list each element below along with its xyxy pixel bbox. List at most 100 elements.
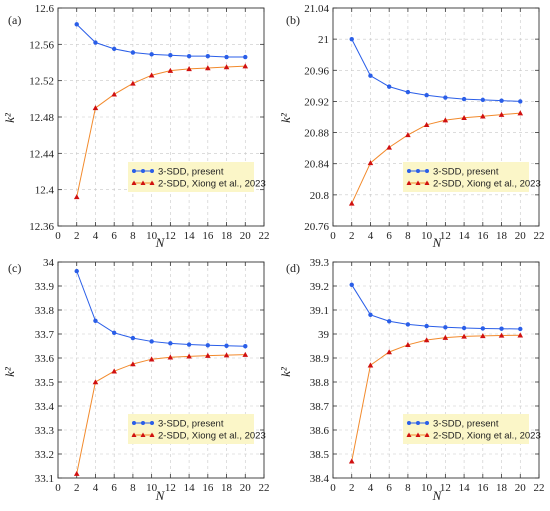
series-line-present <box>76 23 246 58</box>
series-line-xiong <box>76 65 246 198</box>
data-point-xiong <box>111 368 117 374</box>
data-point-present <box>224 54 229 60</box>
data-point-present <box>74 22 79 27</box>
x-tick-label: 22 <box>259 230 270 242</box>
legend-marker <box>132 421 136 425</box>
data-point-present <box>243 54 248 60</box>
series-line-present <box>351 284 521 330</box>
y-tick-label: 12.56 <box>29 39 54 51</box>
x-tick-label: 8 <box>130 230 136 242</box>
data-point-xiong <box>423 121 430 128</box>
plot-frame <box>332 7 540 227</box>
y-tick-label: 33.6 <box>35 353 55 365</box>
data-point-xiong <box>186 353 192 359</box>
legend-box <box>403 414 529 444</box>
x-tick-label: 18 <box>496 230 508 242</box>
data-point-present <box>499 326 504 331</box>
data-point-present <box>74 268 79 274</box>
data-point-xiong <box>205 352 211 358</box>
x-tick-label: 4 <box>93 230 99 242</box>
data-point-present <box>518 99 523 104</box>
y-tick-label: 20.76 <box>304 221 329 233</box>
x-tick-label: 22 <box>534 230 545 242</box>
panel-label: (a) <box>8 13 21 27</box>
x-tick-label: 10 <box>146 482 158 494</box>
series-line-xiong <box>351 112 521 204</box>
data-point-present <box>386 319 392 324</box>
legend-marker <box>131 432 137 437</box>
y-axis-label: k² <box>278 112 293 123</box>
y-tick-label: 34 <box>43 257 55 269</box>
y-tick-label: 20.92 <box>304 96 329 108</box>
data-point-xiong <box>423 337 430 343</box>
x-tick-label: 2 <box>74 482 80 494</box>
data-point-xiong <box>73 470 80 476</box>
y-tick-label: 21 <box>318 34 329 46</box>
chart-panel-a: 0 2 4 6 8 10 12 14 16 18 20 22 12.36 12.4 12.44 12.48 12… <box>2 3 270 250</box>
legend-entry: 3-SDD, present <box>433 167 499 178</box>
data-point-xiong <box>167 67 174 73</box>
legend-marker <box>424 432 430 437</box>
y-axis-label: k² <box>278 366 293 377</box>
data-point-present <box>480 326 486 331</box>
legend-marker <box>141 169 145 173</box>
data-point-present <box>111 330 117 335</box>
legend-marker <box>140 180 146 185</box>
data-point-present <box>130 335 136 341</box>
legend-entry: 3-SDD, present <box>158 419 224 430</box>
panel-label: (c) <box>8 261 21 275</box>
data-point-present <box>405 322 411 327</box>
x-tick-label: 8 <box>130 482 136 494</box>
x-tick-label: 2 <box>74 230 80 242</box>
data-point-present <box>386 84 392 89</box>
data-point-xiong <box>242 351 249 357</box>
y-tick-label: 33.2 <box>35 449 54 461</box>
y-tick-label: 33.9 <box>35 281 55 293</box>
data-point-present <box>149 52 154 57</box>
data-point-present <box>368 73 373 78</box>
legend-entry: 3-SDD, present <box>158 167 224 178</box>
data-point-xiong <box>242 63 249 69</box>
data-point-xiong <box>348 200 355 206</box>
legend-marker <box>406 432 412 437</box>
x-tick-label: 4 <box>368 230 374 242</box>
legend-marker <box>150 169 154 173</box>
x-tick-label: 20 <box>515 482 527 494</box>
data-point-present <box>368 312 373 317</box>
data-point-xiong <box>186 66 192 72</box>
data-point-xiong <box>498 111 505 117</box>
data-point-xiong <box>367 362 374 368</box>
y-tick-label: 12.44 <box>29 148 54 160</box>
x-tick-label: 16 <box>477 482 489 494</box>
legend-marker <box>131 180 137 185</box>
data-point-xiong <box>442 117 449 123</box>
y-tick-label: 33.5 <box>35 377 55 389</box>
series-line-present <box>76 270 246 347</box>
panel-label: (b) <box>286 13 300 27</box>
x-tick-label: 2 <box>349 230 355 242</box>
y-tick-label: 21.04 <box>304 3 329 15</box>
x-tick-label: 10 <box>421 230 433 242</box>
legend-marker <box>149 180 155 185</box>
y-tick-label: 20.84 <box>304 159 329 171</box>
legend-marker <box>425 421 429 425</box>
y-tick-label: 38.8 <box>310 377 330 389</box>
x-tick-label: 4 <box>368 482 374 494</box>
x-axis-label: N <box>155 235 166 250</box>
data-point-xiong <box>148 356 155 362</box>
series-line-present <box>351 38 521 102</box>
legend-marker <box>415 180 421 185</box>
y-tick-label: 12.52 <box>29 76 54 88</box>
x-tick-label: 0 <box>330 482 336 494</box>
legend-marker <box>140 432 146 437</box>
y-tick-label: 33.7 <box>35 329 55 341</box>
plot-frame <box>57 261 265 479</box>
x-tick-label: 20 <box>240 482 252 494</box>
y-tick-label: 12.36 <box>29 221 54 233</box>
data-point-present <box>424 323 429 329</box>
legend-marker <box>416 169 420 173</box>
data-point-xiong <box>348 458 355 464</box>
x-tick-label: 4 <box>93 482 99 494</box>
